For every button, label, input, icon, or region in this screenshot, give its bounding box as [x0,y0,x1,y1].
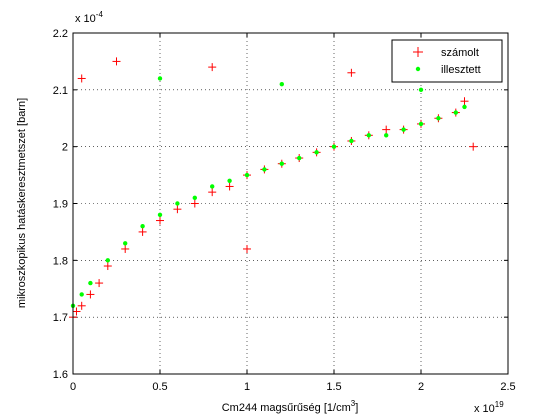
x-tick-label: 2 [418,381,424,393]
point-illesztett [192,195,197,201]
legend-marker-illesztett [415,66,421,72]
point-szamolt [121,244,130,253]
point-szamolt [469,142,478,151]
point-illesztett [79,292,84,297]
point-illesztett [366,133,371,138]
y-tick-label: 2.2 [53,28,68,40]
legend-label-szamolt: számolt [441,47,479,59]
point-szamolt [225,182,234,191]
point-szamolt [243,244,251,253]
plot-area [73,33,508,374]
point-illesztett [262,167,267,172]
point-szamolt [103,262,112,271]
x-tick-label: 0 [70,381,76,393]
point-szamolt [460,97,469,106]
y-axis-label: mikroszkopikus hatáskeresztmetszet [barn… [16,98,28,308]
x-tick-label: 1 [244,381,250,393]
y-tick-label: 1.7 [53,312,68,324]
x-axis-label: Cm244 magsűrűség [1/cm3] [222,399,359,414]
point-illesztett [88,280,93,286]
point-illesztett [418,87,424,93]
point-illesztett [244,172,250,178]
plot-frame [72,32,509,375]
point-illesztett [436,116,441,121]
point-illesztett [157,212,163,218]
point-szamolt [382,125,391,134]
point-szamolt [156,216,164,225]
point-szamolt [95,279,104,288]
point-illesztett [331,144,337,149]
x-tick-label: 1.5 [326,381,341,393]
point-szamolt [347,68,356,77]
point-illesztett [210,184,215,189]
y-tick-label: 1.6 [53,369,68,381]
y-tick-label: 1.8 [53,255,68,267]
point-illesztett [123,241,128,246]
point-illesztett [462,104,467,110]
point-illesztett [418,121,424,127]
point-illesztett [314,150,319,155]
series-illesztett [70,76,467,308]
x-tick-label: 2.5 [500,381,515,393]
point-illesztett [453,110,458,115]
point-szamolt [190,199,199,208]
point-illesztett [297,155,302,161]
x-tick-label: 0.5 [152,381,167,393]
point-illesztett [227,178,232,183]
legend-label-illesztett: illesztett [441,64,481,76]
point-szamolt [77,301,86,310]
legend: számolt illesztett [391,39,503,83]
legend-box [391,39,503,83]
point-illesztett [279,81,284,87]
point-illesztett [401,127,406,132]
point-szamolt [208,188,217,197]
legend-marker-szamolt [413,47,423,57]
point-szamolt [208,63,217,72]
point-szamolt [77,74,86,83]
point-illesztett [157,76,163,81]
point-illesztett [279,161,284,166]
point-szamolt [86,290,95,299]
point-szamolt [173,205,182,214]
point-illesztett [349,138,354,144]
x-exponent: x 1019 [474,400,504,415]
point-illesztett [105,258,111,263]
point-illesztett [175,201,180,206]
point-szamolt [72,307,81,316]
y-tick-label: 2.1 [53,85,68,97]
y-exponent: x 10-4 [75,10,103,25]
y-tick-label: 1.9 [53,199,68,211]
point-illesztett [140,224,145,229]
y-tick-label: 2 [62,142,68,154]
point-illesztett [384,133,389,138]
point-szamolt [138,227,147,236]
point-szamolt [112,57,121,66]
series-szamolt [69,57,478,322]
